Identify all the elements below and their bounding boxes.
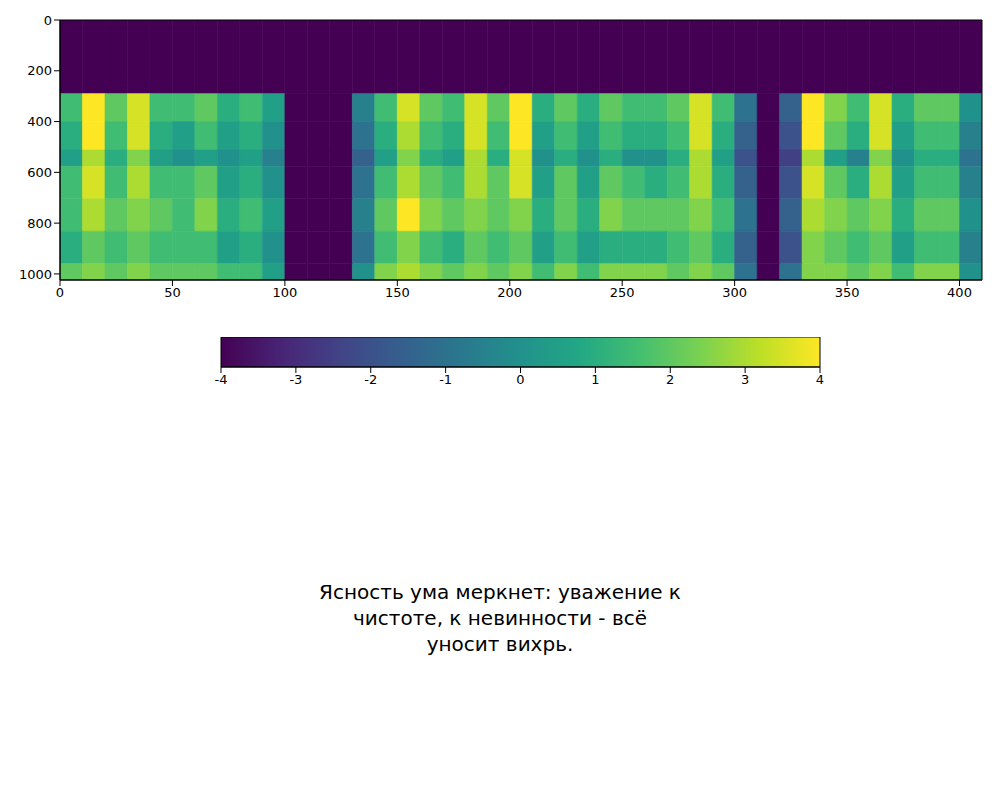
html-text:уносит вихрь.: уносит вихрь. [426, 632, 574, 656]
svg-text:250: 250 [610, 285, 635, 300]
svg-text:800: 800 [27, 216, 52, 231]
svg-text:-1: -1 [439, 372, 452, 387]
svg-text:300: 300 [722, 285, 747, 300]
svg-text:50: 50 [164, 285, 181, 300]
svg-text:-2: -2 [364, 372, 377, 387]
svg-text:-4: -4 [215, 372, 228, 387]
svg-text:0: 0 [56, 285, 64, 300]
svg-text:150: 150 [385, 285, 410, 300]
svg-text:200: 200 [497, 285, 522, 300]
svg-text:0: 0 [516, 372, 524, 387]
svg-text:600: 600 [27, 165, 52, 180]
svg-text:-3: -3 [289, 372, 302, 387]
html-text:Ясность ума меркнет: уважение: Ясность ума меркнет: уважение к [319, 580, 681, 604]
svg-text:1000: 1000 [19, 267, 52, 282]
svg-text:100: 100 [272, 285, 297, 300]
svg-text:400: 400 [27, 114, 52, 129]
svg-text:2: 2 [666, 372, 674, 387]
svg-text:350: 350 [835, 285, 860, 300]
svg-text:400: 400 [947, 285, 972, 300]
svg-text:1: 1 [591, 372, 599, 387]
svg-text:0: 0 [44, 13, 52, 28]
svg-text:3: 3 [741, 372, 749, 387]
svg-text:4: 4 [816, 372, 824, 387]
svg-text:200: 200 [27, 63, 52, 78]
html-text:чистоте, к невинности - всё: чистоте, к невинности - всё [353, 606, 647, 630]
